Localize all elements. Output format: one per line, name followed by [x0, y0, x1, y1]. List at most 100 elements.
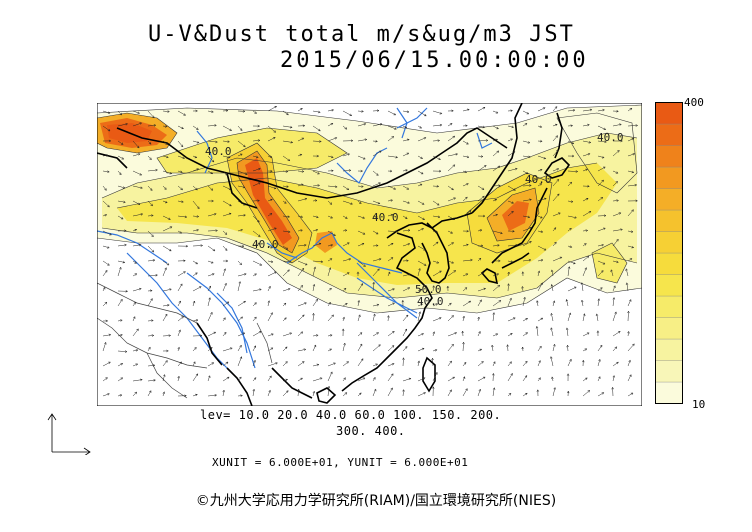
- wind-arrow: [222, 331, 227, 337]
- wind-arrow: [582, 140, 592, 144]
- wind-arrow: [447, 109, 454, 113]
- wind-arrow: [462, 210, 472, 217]
- wind-arrow: [432, 155, 441, 160]
- wind-arrow: [507, 243, 519, 247]
- wind-arrow: [552, 343, 556, 352]
- wind-arrow: [372, 281, 375, 292]
- wind-arrow: [312, 312, 315, 322]
- wind-arrow: [102, 260, 110, 266]
- wind-arrow: [267, 260, 274, 263]
- wind-arrow: [462, 361, 467, 367]
- wind-arrow: [477, 299, 482, 307]
- wind-arrow: [567, 215, 578, 219]
- wind-arrow: [222, 212, 232, 217]
- wind-arrow: [312, 390, 316, 397]
- wind-arrow: [147, 298, 153, 307]
- wind-arrow: [132, 110, 141, 114]
- wind-arrow: [417, 200, 425, 205]
- wind-arrow: [162, 170, 173, 175]
- wind-arrow: [432, 184, 440, 188]
- wind-arrow: [627, 374, 632, 382]
- wind-arrow: [477, 348, 483, 352]
- wind-arrow: [117, 185, 126, 189]
- wind-arrow: [552, 212, 561, 217]
- wind-arrow: [132, 391, 138, 397]
- wind-arrow: [117, 243, 128, 247]
- wind-arrow: [312, 140, 322, 143]
- wind-arrow: [581, 359, 585, 367]
- wind-arrow: [177, 215, 188, 219]
- wind-arrow: [432, 215, 441, 219]
- wind-arrow: [507, 317, 516, 322]
- colorbar-cell: [655, 338, 683, 361]
- wind-arrow: [357, 283, 364, 292]
- wind-arrow: [477, 125, 486, 129]
- wind-arrow: [552, 256, 563, 262]
- wind-arrow: [252, 139, 261, 142]
- wind-arrow: [117, 377, 124, 382]
- wind-arrow: [312, 110, 321, 114]
- wind-arrow: [312, 228, 319, 232]
- wind-arrow: [267, 198, 273, 202]
- wind-arrow: [462, 258, 473, 262]
- wind-arrow: [132, 273, 138, 277]
- colorbar-cell: [655, 274, 683, 297]
- wind-arrow: [282, 110, 289, 116]
- wind-arrow: [402, 328, 407, 337]
- wind-arrow: [282, 332, 293, 337]
- wind-arrow: [177, 170, 183, 174]
- wind-arrow: [327, 169, 334, 173]
- wind-arrow: [192, 286, 202, 292]
- wind-arrow: [267, 169, 273, 173]
- wind-arrow: [492, 284, 501, 292]
- wind-arrow: [327, 371, 333, 382]
- wind-arrow: [312, 334, 319, 337]
- wind-arrow: [267, 271, 277, 277]
- wind-arrow: [147, 214, 154, 217]
- wind-arrow: [387, 125, 397, 130]
- wind-arrow: [192, 260, 199, 265]
- wind-arrow: [102, 110, 111, 114]
- wind-arrow: [192, 272, 198, 277]
- wind-arrow: [282, 155, 291, 162]
- wind-arrow: [252, 359, 256, 367]
- wind-arrow: [207, 297, 211, 307]
- wind-arrow: [492, 273, 500, 277]
- wind-arrow: [552, 135, 559, 142]
- wind-arrow: [162, 288, 172, 292]
- wind-arrow: [402, 125, 408, 129]
- wind-arrow: [432, 349, 438, 352]
- unit-vector-info: XUNIT = 6.000E+01, YUNIT = 6.000E+01: [212, 456, 469, 469]
- colorbar-max-label: 400: [684, 96, 704, 109]
- wind-arrow: [162, 200, 168, 204]
- wind-arrow: [387, 330, 395, 337]
- wind-arrow: [402, 169, 409, 172]
- wind-arrow: [162, 125, 168, 128]
- wind-arrow: [312, 260, 324, 264]
- wind-arrow: [237, 244, 245, 248]
- wind-arrow: [477, 107, 486, 112]
- wind-arrow: [177, 394, 187, 398]
- wind-arrow: [147, 289, 153, 293]
- wind-arrow: [447, 360, 452, 367]
- wind-arrow: [417, 183, 423, 187]
- wind-arrow: [372, 230, 379, 235]
- wind-arrow: [297, 361, 305, 367]
- wind-arrow: [222, 200, 232, 207]
- wind-arrow: [342, 110, 353, 116]
- wind-arrow: [522, 215, 531, 219]
- wind-arrow: [372, 258, 382, 262]
- wind-arrow: [267, 347, 274, 352]
- wind-arrow: [207, 229, 219, 232]
- copyright-notice: ©九州大学応用力学研究所(RIAM)/国立環境研究所(NIES): [195, 493, 557, 509]
- wind-arrow: [237, 170, 248, 176]
- wind-arrow: [267, 125, 277, 133]
- wind-arrow: [462, 108, 470, 112]
- wind-arrow: [387, 314, 390, 322]
- wind-arrow: [462, 155, 470, 159]
- wind-arrow: [177, 140, 184, 148]
- wind-arrow: [565, 327, 569, 337]
- wind-arrow: [372, 388, 377, 397]
- colorbar-min-label: 10: [692, 398, 706, 411]
- wind-arrow: [432, 285, 435, 292]
